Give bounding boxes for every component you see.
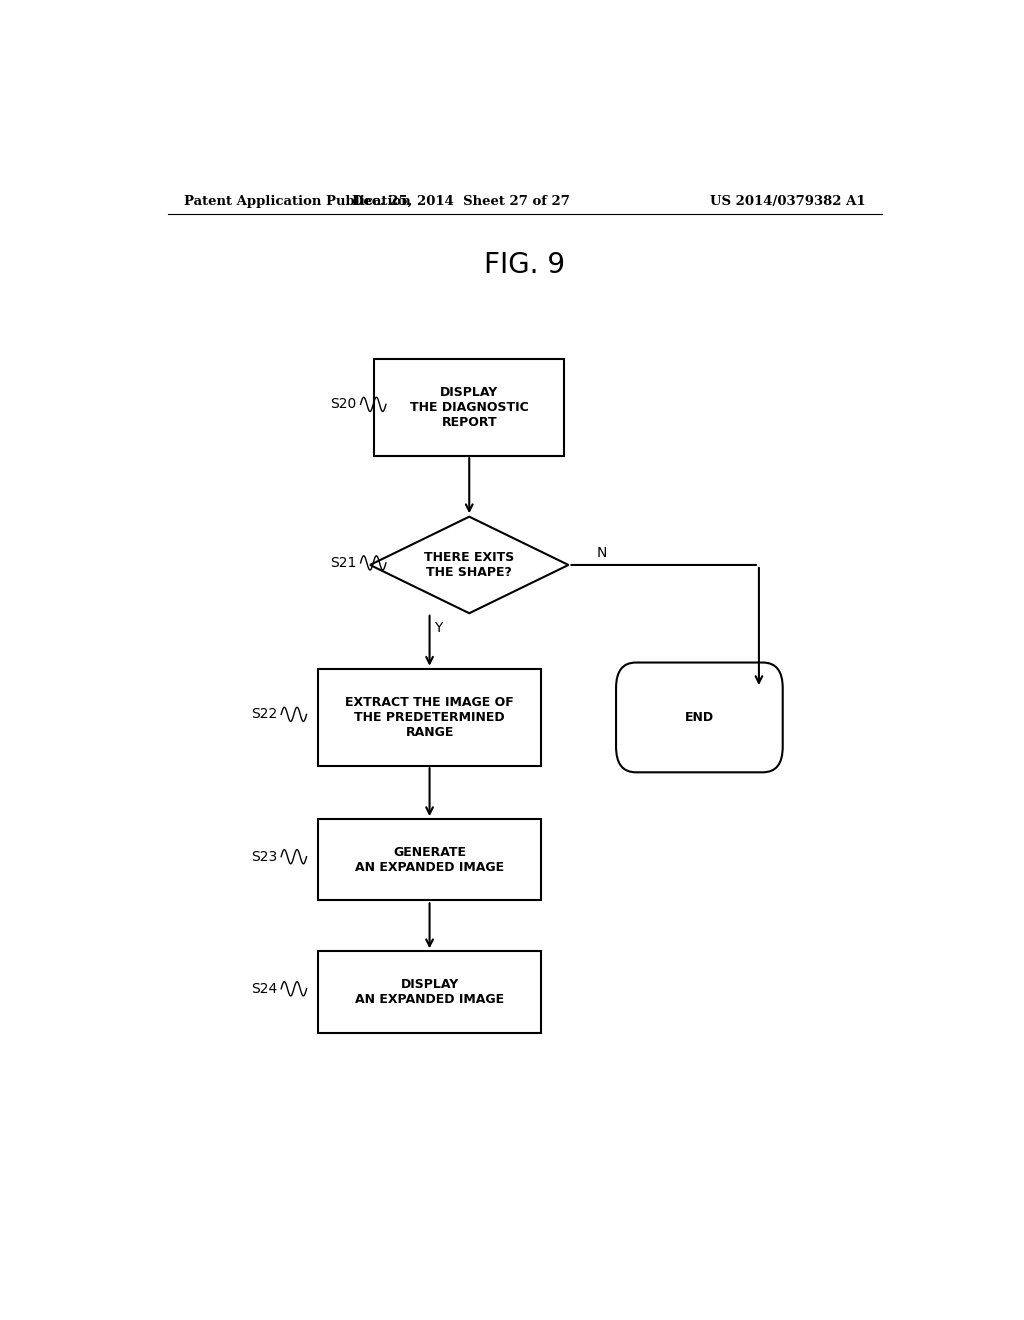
- Text: S23: S23: [251, 850, 278, 863]
- Text: N: N: [596, 545, 606, 560]
- FancyBboxPatch shape: [374, 359, 564, 455]
- Text: S20: S20: [331, 397, 356, 412]
- Text: S21: S21: [331, 556, 356, 570]
- Polygon shape: [370, 516, 568, 614]
- FancyBboxPatch shape: [318, 669, 541, 766]
- Text: Patent Application Publication: Patent Application Publication: [183, 194, 411, 207]
- Text: EXTRACT THE IMAGE OF
THE PREDETERMINED
RANGE: EXTRACT THE IMAGE OF THE PREDETERMINED R…: [345, 696, 514, 739]
- Text: FIG. 9: FIG. 9: [484, 251, 565, 279]
- Text: S22: S22: [251, 708, 278, 721]
- FancyBboxPatch shape: [318, 952, 541, 1032]
- Text: Dec. 25, 2014  Sheet 27 of 27: Dec. 25, 2014 Sheet 27 of 27: [352, 194, 570, 207]
- Text: DISPLAY
THE DIAGNOSTIC
REPORT: DISPLAY THE DIAGNOSTIC REPORT: [410, 385, 528, 429]
- Text: Y: Y: [434, 620, 442, 635]
- Text: THERE EXITS
THE SHAPE?: THERE EXITS THE SHAPE?: [424, 550, 514, 579]
- Text: GENERATE
AN EXPANDED IMAGE: GENERATE AN EXPANDED IMAGE: [355, 846, 504, 874]
- Text: S24: S24: [251, 982, 278, 995]
- FancyBboxPatch shape: [616, 663, 782, 772]
- Text: US 2014/0379382 A1: US 2014/0379382 A1: [711, 194, 866, 207]
- Text: END: END: [685, 711, 714, 723]
- FancyBboxPatch shape: [318, 818, 541, 900]
- Text: DISPLAY
AN EXPANDED IMAGE: DISPLAY AN EXPANDED IMAGE: [355, 978, 504, 1006]
